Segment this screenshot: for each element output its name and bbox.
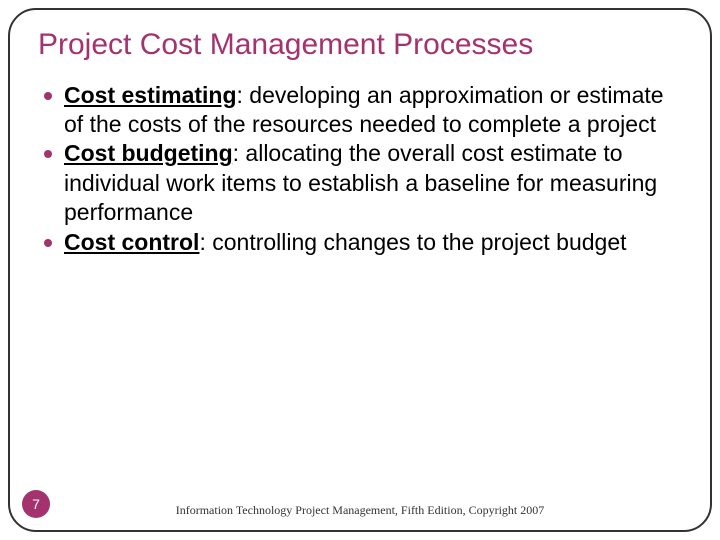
- bullet-term: Cost estimating: [64, 82, 237, 108]
- slide-title: Project Cost Management Processes: [38, 28, 682, 63]
- list-item: Cost estimating: developing an approxima…: [44, 81, 682, 140]
- slide-frame: Project Cost Management Processes Cost e…: [8, 8, 712, 532]
- bullet-definition: : controlling changes to the project bud…: [199, 229, 626, 255]
- bullet-term: Cost control: [64, 229, 199, 255]
- footer-citation: Information Technology Project Managemen…: [0, 503, 720, 518]
- list-item: Cost control: controlling changes to the…: [44, 228, 682, 257]
- bullet-term: Cost budgeting: [64, 140, 233, 166]
- list-item: Cost budgeting: allocating the overall c…: [44, 139, 682, 227]
- bullet-list: Cost estimating: developing an approxima…: [38, 81, 682, 258]
